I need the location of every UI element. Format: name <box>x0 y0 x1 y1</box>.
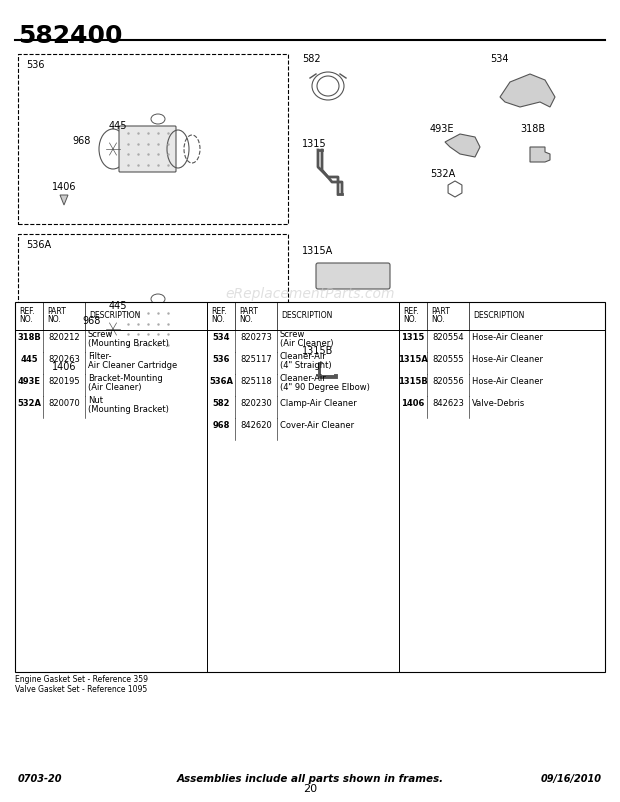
Text: PART: PART <box>47 307 66 317</box>
Text: 820195: 820195 <box>48 377 80 387</box>
Text: 493E: 493E <box>17 377 40 387</box>
Text: Hose-Air Cleaner: Hose-Air Cleaner <box>472 377 543 387</box>
Text: 820555: 820555 <box>432 355 464 364</box>
Text: 820556: 820556 <box>432 377 464 387</box>
Text: (4" 90 Degree Elbow): (4" 90 Degree Elbow) <box>280 383 370 392</box>
Text: 1315: 1315 <box>401 333 425 342</box>
Text: Screw: Screw <box>280 330 306 339</box>
Text: Engine Gasket Set - Reference 359: Engine Gasket Set - Reference 359 <box>15 675 148 684</box>
Text: 534: 534 <box>490 54 508 64</box>
Text: 968: 968 <box>73 136 91 146</box>
Text: (Air Cleaner): (Air Cleaner) <box>280 339 334 348</box>
Text: 820273: 820273 <box>240 333 272 342</box>
Text: Cleaner-Air: Cleaner-Air <box>280 352 327 362</box>
Text: Cleaner-Air: Cleaner-Air <box>280 375 327 383</box>
Bar <box>15 302 605 672</box>
FancyBboxPatch shape <box>119 126 176 172</box>
Text: 445: 445 <box>108 301 127 311</box>
Text: 1406: 1406 <box>52 362 76 372</box>
Text: 1315A: 1315A <box>302 246 334 256</box>
FancyBboxPatch shape <box>316 263 390 289</box>
Text: 536: 536 <box>26 60 45 70</box>
Text: 820212: 820212 <box>48 333 80 342</box>
Text: (4" Straight): (4" Straight) <box>280 361 332 371</box>
Text: NO.: NO. <box>211 314 224 323</box>
Text: REF.: REF. <box>403 307 418 317</box>
Polygon shape <box>530 147 550 162</box>
Text: eReplacementParts.com: eReplacementParts.com <box>225 287 395 301</box>
Text: 1315B: 1315B <box>302 346 334 356</box>
Polygon shape <box>60 195 68 205</box>
Text: 536: 536 <box>212 355 230 364</box>
Text: 582: 582 <box>302 54 321 64</box>
Polygon shape <box>60 375 68 385</box>
Text: 534: 534 <box>212 333 230 342</box>
Text: 1315: 1315 <box>302 139 327 149</box>
Text: 536A: 536A <box>209 377 233 387</box>
Polygon shape <box>445 134 480 157</box>
Text: NO.: NO. <box>431 314 445 323</box>
Text: 582: 582 <box>212 399 230 408</box>
Text: REF.: REF. <box>19 307 35 317</box>
Text: Screw: Screw <box>88 330 113 339</box>
Text: 820263: 820263 <box>48 355 80 364</box>
Text: Nut: Nut <box>88 396 103 405</box>
Text: 825117: 825117 <box>240 355 272 364</box>
Text: 968: 968 <box>212 421 229 430</box>
Text: 1406: 1406 <box>52 182 76 192</box>
Text: 493E: 493E <box>430 124 454 134</box>
Text: Filter-: Filter- <box>88 352 112 362</box>
Text: 968: 968 <box>82 316 100 326</box>
Text: 445: 445 <box>20 355 38 364</box>
Text: 318B: 318B <box>17 333 41 342</box>
FancyBboxPatch shape <box>119 306 176 352</box>
Text: 09/16/2010: 09/16/2010 <box>541 774 602 784</box>
Text: NO.: NO. <box>239 314 253 323</box>
Text: Clamp-Air Cleaner: Clamp-Air Cleaner <box>280 399 356 408</box>
Text: (Mounting Bracket): (Mounting Bracket) <box>88 405 169 414</box>
Text: 842620: 842620 <box>240 421 272 430</box>
Text: (Mounting Bracket): (Mounting Bracket) <box>88 339 169 348</box>
Text: 532A: 532A <box>430 169 455 179</box>
Text: 536A: 536A <box>26 240 51 250</box>
Text: NO.: NO. <box>19 314 33 323</box>
Text: PART: PART <box>431 307 450 317</box>
Text: (Air Cleaner): (Air Cleaner) <box>88 383 141 392</box>
Text: Assemblies include all parts shown in frames.: Assemblies include all parts shown in fr… <box>177 774 443 784</box>
Text: 1315A: 1315A <box>398 355 428 364</box>
Text: NO.: NO. <box>403 314 417 323</box>
Text: NO.: NO. <box>47 314 61 323</box>
Text: Valve Gasket Set - Reference 1095: Valve Gasket Set - Reference 1095 <box>15 685 148 694</box>
Text: Bracket-Mounting: Bracket-Mounting <box>88 375 162 383</box>
Text: 820230: 820230 <box>240 399 272 408</box>
Text: 820070: 820070 <box>48 399 80 408</box>
Text: Hose-Air Cleaner: Hose-Air Cleaner <box>472 333 543 342</box>
Text: 825118: 825118 <box>240 377 272 387</box>
Text: PART: PART <box>239 307 258 317</box>
Text: DESCRIPTION: DESCRIPTION <box>281 311 332 321</box>
Text: 1315B: 1315B <box>398 377 428 387</box>
Text: DESCRIPTION: DESCRIPTION <box>473 311 525 321</box>
Text: 820554: 820554 <box>432 333 464 342</box>
Text: 532A: 532A <box>17 399 41 408</box>
Text: 20: 20 <box>303 784 317 794</box>
Polygon shape <box>500 74 555 107</box>
Text: Valve-Debris: Valve-Debris <box>472 399 525 408</box>
Text: 1406: 1406 <box>401 399 425 408</box>
Text: 445: 445 <box>108 121 127 131</box>
Text: Cover-Air Cleaner: Cover-Air Cleaner <box>280 421 354 430</box>
Text: Hose-Air Cleaner: Hose-Air Cleaner <box>472 355 543 364</box>
Text: DESCRIPTION: DESCRIPTION <box>89 311 140 321</box>
Text: Air Cleaner Cartridge: Air Cleaner Cartridge <box>88 361 177 371</box>
Text: REF.: REF. <box>211 307 227 317</box>
Text: 0703-20: 0703-20 <box>18 774 63 784</box>
Text: 582400: 582400 <box>18 24 123 48</box>
Text: 318B: 318B <box>520 124 545 134</box>
Text: 842623: 842623 <box>432 399 464 408</box>
